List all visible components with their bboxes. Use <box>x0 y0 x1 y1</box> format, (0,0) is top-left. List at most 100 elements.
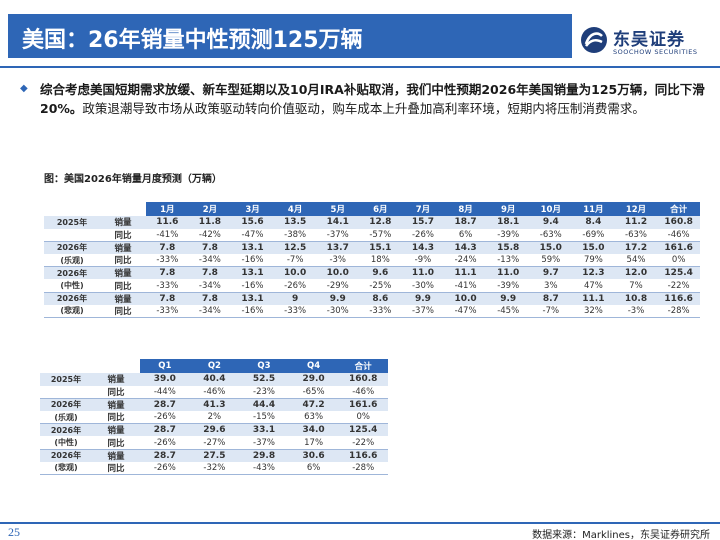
yoy-cell: -33% <box>146 279 189 293</box>
volume-cell: 160.8 <box>338 373 388 386</box>
volume-cell: 14.1 <box>316 216 360 229</box>
volume-cell: 41.3 <box>189 398 240 412</box>
yoy-cell: -16% <box>231 304 274 318</box>
volume-cell: 7.8 <box>146 266 189 280</box>
yoy-cell: -7% <box>273 254 317 268</box>
row-year-label: 2025年 <box>40 373 92 386</box>
row-metric-label: 销量 <box>100 266 146 280</box>
volume-cell: 9.4 <box>529 216 573 229</box>
row-metric-label: 同比 <box>100 279 146 293</box>
volume-cell: 28.7 <box>140 449 190 462</box>
footer-divider <box>0 522 720 524</box>
table-row-volume: 2026年 销量 7.8 7.8 13.1 10.0 10.0 9.6 11.0 11.1 11.0… <box>44 266 700 280</box>
volume-cell: 14.3 <box>444 241 487 255</box>
yoy-cell: 17% <box>288 436 339 450</box>
yoy-cell: -63% <box>529 228 573 242</box>
yoy-cell: 47% <box>572 279 615 293</box>
table-row-volume: 2026年 销量 7.8 7.8 13.1 12.5 13.7 15.1 14.3 14.3 15.… <box>44 241 700 255</box>
column-header: 合计 <box>338 359 388 373</box>
summary-text: 综合考虑美国短期需求放缓、新车型延期以及10月IRA补贴取消，我们中性预期202… <box>40 80 708 118</box>
volume-cell: 12.5 <box>273 241 317 255</box>
row-year-label: 2026年 <box>40 423 92 437</box>
header-divider <box>0 66 720 68</box>
volume-cell: 9.6 <box>359 266 402 280</box>
yoy-cell: -47% <box>231 228 274 242</box>
volume-cell: 14.3 <box>401 241 445 255</box>
row-year-label: 2025年 <box>44 216 100 229</box>
volume-cell: 30.6 <box>288 449 339 462</box>
volume-cell: 28.7 <box>140 398 190 412</box>
row-scenario-label: (悲观) <box>40 461 92 475</box>
header-blank-cell <box>44 202 100 216</box>
yoy-cell: 32% <box>572 304 615 318</box>
volume-cell: 7.8 <box>188 266 232 280</box>
row-scenario-label: (乐观) <box>40 411 92 425</box>
yoy-cell: -32% <box>189 461 240 475</box>
volume-cell: 15.6 <box>231 216 274 229</box>
table-row-yoy: (中性) 同比 -26% -27% -37% 17% -22% <box>40 436 388 450</box>
row-scenario-label: (乐观) <box>44 254 100 268</box>
table-row-yoy: (中性) 同比 -33% -34% -16% -26% -29% -25% -30% -41% -3… <box>44 279 700 293</box>
header-blank-cell <box>92 359 140 373</box>
row-metric-label: 同比 <box>92 385 140 399</box>
volume-cell: 15.8 <box>486 241 530 255</box>
volume-cell: 7.8 <box>146 292 189 305</box>
volume-cell: 7.8 <box>188 292 232 305</box>
yoy-cell: 0% <box>657 254 700 268</box>
column-header: 3月 <box>231 202 274 216</box>
header-blank-cell <box>100 202 146 216</box>
row-metric-label: 销量 <box>92 373 140 386</box>
volume-cell: 44.4 <box>239 398 289 412</box>
yoy-cell: -16% <box>231 279 274 293</box>
volume-cell: 13.1 <box>231 266 274 280</box>
volume-cell: 11.2 <box>614 216 658 229</box>
row-metric-label: 同比 <box>100 254 146 268</box>
column-header: 4月 <box>273 202 317 216</box>
yoy-cell: -46% <box>338 385 388 399</box>
yoy-cell: -34% <box>188 254 232 268</box>
volume-cell: 10.0 <box>444 292 487 305</box>
volume-cell: 161.6 <box>338 398 388 412</box>
yoy-cell: -46% <box>657 228 700 242</box>
yoy-cell: -24% <box>444 254 487 268</box>
row-year-label: 2026年 <box>40 449 92 462</box>
yoy-cell: -3% <box>316 254 360 268</box>
yoy-cell: -37% <box>316 228 360 242</box>
column-header: 10月 <box>529 202 573 216</box>
volume-cell: 8.4 <box>572 216 615 229</box>
logo-name: 东吴证券 <box>613 30 685 50</box>
row-metric-label: 同比 <box>92 411 140 425</box>
volume-cell: 27.5 <box>189 449 240 462</box>
row-metric-label: 同比 <box>92 461 140 475</box>
volume-cell: 13.5 <box>273 216 317 229</box>
column-header: 12月 <box>614 202 658 216</box>
yoy-cell: -63% <box>614 228 658 242</box>
header-blank-cell <box>40 359 92 373</box>
yoy-cell: 79% <box>572 254 615 268</box>
yoy-cell: -38% <box>273 228 317 242</box>
yoy-cell: 3% <box>529 279 573 293</box>
yoy-cell: -13% <box>486 254 530 268</box>
table-row-yoy: 同比 -44% -46% -23% -65% -46% <box>40 385 388 399</box>
yoy-cell: 63% <box>288 411 339 425</box>
title-bar: 美国：26年销量中性预测125万辆 <box>8 14 572 58</box>
yoy-cell: -39% <box>486 279 530 293</box>
volume-cell: 18.1 <box>486 216 530 229</box>
yoy-cell: -42% <box>188 228 232 242</box>
yoy-cell: -26% <box>140 436 190 450</box>
volume-cell: 52.5 <box>239 373 289 386</box>
summary-normal-text: 政策退潮导致市场从政策驱动转向价值驱动，购车成本上升叠加高利率环境，短期内将压制… <box>82 101 645 116</box>
yoy-cell: -29% <box>316 279 360 293</box>
row-scenario-label: (中性) <box>40 436 92 450</box>
volume-cell: 28.7 <box>140 423 190 437</box>
yoy-cell: -39% <box>486 228 530 242</box>
volume-cell: 18.7 <box>444 216 487 229</box>
row-scenario-label: (中性) <box>44 279 100 293</box>
yoy-cell: -26% <box>273 279 317 293</box>
table-row-volume: 2026年 销量 28.7 27.5 29.8 30.6 116.6 <box>40 449 388 462</box>
volume-cell: 12.0 <box>614 266 658 280</box>
column-header: 合计 <box>657 202 700 216</box>
volume-cell: 29.0 <box>288 373 339 386</box>
data-source: 数据来源：Marklines，东吴证券研究所 <box>532 530 710 540</box>
table-row-volume: 2025年 销量 11.6 11.8 15.6 13.5 14.1 12.8 15.7 18.7 1… <box>44 216 700 229</box>
